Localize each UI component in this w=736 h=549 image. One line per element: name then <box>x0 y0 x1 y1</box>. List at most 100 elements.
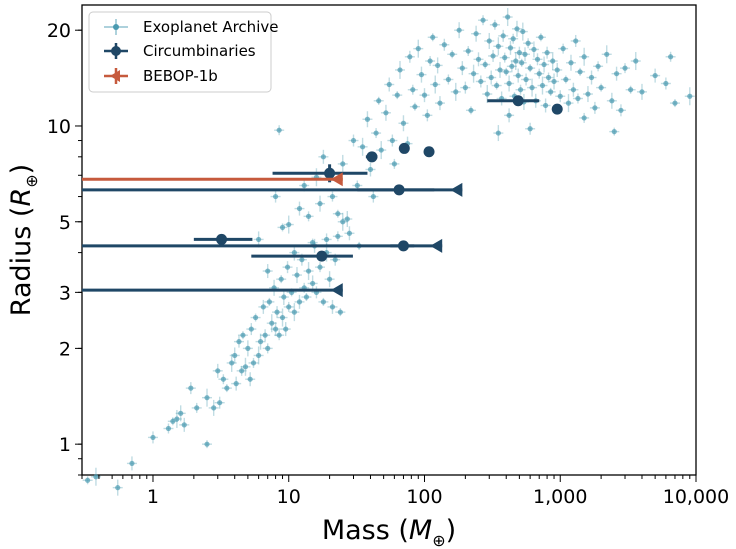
archive-point <box>457 61 468 76</box>
archive-point <box>493 37 504 56</box>
archive-point <box>409 102 420 111</box>
archive-marker <box>515 72 521 79</box>
archive-marker <box>383 110 389 116</box>
archive-point <box>572 93 583 104</box>
archive-point <box>558 43 569 54</box>
archive-point <box>549 73 560 90</box>
archive-point <box>660 77 671 90</box>
archive-point <box>233 335 244 348</box>
archive-point <box>555 90 566 103</box>
x-axis-label: Mass (M⊕) <box>322 515 456 549</box>
archive-marker <box>618 107 624 113</box>
legend-label-circumbinaries: Circumbinaries <box>143 42 256 60</box>
archive-point <box>294 294 305 309</box>
archive-point <box>422 109 433 122</box>
archive-point <box>596 83 607 92</box>
archive-marker <box>604 51 610 57</box>
archive-marker <box>337 309 343 315</box>
archive-marker <box>427 58 433 64</box>
archive-marker <box>652 72 658 79</box>
axis-ticks: 1 10 100 1,000 10,000 1 2 3 5 10 20 <box>47 20 729 508</box>
archive-point <box>264 297 275 306</box>
archive-marker <box>609 98 615 104</box>
archive-point <box>274 125 285 136</box>
archive-point <box>280 322 291 337</box>
archive-marker <box>628 87 634 93</box>
archive-point <box>255 333 266 350</box>
archive-marker <box>613 71 620 77</box>
x-tick-label: 10,000 <box>663 486 729 508</box>
circumbinary-point <box>357 184 435 196</box>
archive-point <box>542 46 553 59</box>
archive-point <box>214 396 225 409</box>
archive-marker <box>165 425 172 432</box>
archive-marker <box>247 376 253 382</box>
archive-marker <box>310 240 316 246</box>
archive-marker <box>514 26 520 32</box>
archive-marker <box>317 264 323 270</box>
archive-marker <box>274 309 280 315</box>
archive-marker <box>394 92 400 98</box>
archive-point <box>337 154 348 173</box>
archive-marker <box>310 280 316 287</box>
archive-point <box>419 88 430 103</box>
archive-point <box>499 52 510 63</box>
circumbinary-marker <box>393 184 405 196</box>
archive-point <box>505 40 516 55</box>
archive-point <box>465 106 476 115</box>
archive-point <box>321 233 332 246</box>
archive-point <box>335 308 346 317</box>
archive-marker <box>424 112 430 118</box>
archive-marker <box>299 257 305 263</box>
circumbinary-marker <box>397 240 409 252</box>
archive-point <box>498 29 509 42</box>
archive-point <box>521 73 532 86</box>
archive-point <box>307 238 318 247</box>
archive-marker <box>449 51 455 57</box>
archive-marker <box>482 61 488 68</box>
archive-marker <box>568 60 574 66</box>
archive-marker <box>484 91 490 97</box>
archive-point <box>291 267 302 284</box>
archive-marker <box>294 272 300 278</box>
archive-point <box>570 34 581 47</box>
archive-point <box>315 262 326 273</box>
archive-marker <box>480 17 486 23</box>
archive-point <box>269 279 280 296</box>
archive-marker <box>317 201 323 207</box>
archive-marker <box>570 87 577 93</box>
archive-marker <box>373 130 379 136</box>
archive-point <box>218 374 229 385</box>
archive-marker <box>291 249 297 256</box>
archive-point <box>447 50 458 59</box>
archive-point <box>471 25 482 42</box>
bebop-upper-limit <box>82 172 343 187</box>
archive-marker <box>303 294 310 300</box>
archive-point <box>684 87 695 106</box>
archive-point <box>532 53 543 66</box>
archive-marker <box>598 85 604 91</box>
archive-marker <box>435 62 441 69</box>
archive-point <box>311 168 322 187</box>
archive-point <box>454 22 465 39</box>
archive-marker <box>93 474 99 480</box>
archive-point <box>283 301 294 312</box>
archive-marker <box>129 460 135 467</box>
archive-point <box>318 297 329 306</box>
archive-marker <box>262 332 268 338</box>
archive-point <box>231 376 242 391</box>
archive-marker <box>245 345 251 351</box>
archive-marker <box>622 65 628 71</box>
archive-marker <box>470 71 477 77</box>
archive-point <box>380 104 391 121</box>
archive-marker <box>85 477 91 483</box>
archive-marker <box>541 61 547 68</box>
archive-point <box>495 61 506 78</box>
archive-point <box>248 357 259 368</box>
archive-marker <box>502 55 508 61</box>
archive-marker <box>224 385 230 391</box>
archive-marker <box>412 104 418 110</box>
archive-point <box>327 191 338 202</box>
archive-marker <box>370 193 376 200</box>
archive-point <box>450 82 461 101</box>
